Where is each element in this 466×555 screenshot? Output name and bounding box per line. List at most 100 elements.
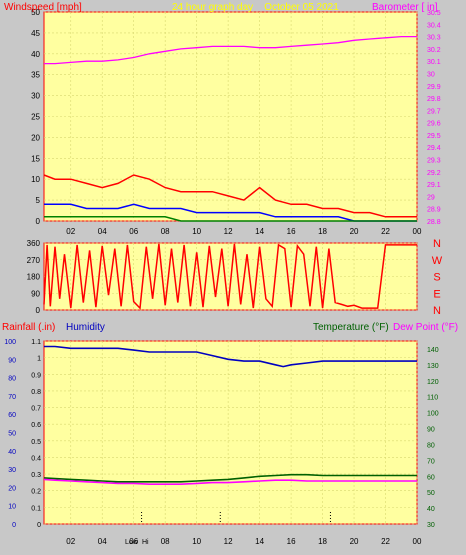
hour-tick-label: 16 — [287, 537, 296, 546]
temperature-tick-label: 70 — [427, 458, 435, 465]
temperature-humidity-panel: 010203040506070809010000.10.20.30.40.50.… — [2, 322, 458, 546]
barometer-line — [44, 35, 417, 65]
wind-tick-label: 20 — [31, 133, 40, 142]
dewpoint-axis-label: Dew Point (°F) — [393, 322, 458, 333]
hour-tick-label: 04 — [98, 537, 107, 546]
high-label: Hi — [142, 539, 149, 546]
barometer-tick-label: 30 — [427, 71, 435, 78]
rain-tick-label: 1.1 — [31, 339, 41, 346]
temperature-line — [43, 473, 417, 483]
temp-grid — [44, 340, 418, 525]
windspeed-axis-label: Windspeed [mph] — [4, 2, 82, 13]
hour-tick-label: 12 — [224, 227, 233, 236]
barometer-tick-label: 30.4 — [427, 22, 441, 29]
hour-tick-label: 06 — [129, 537, 138, 546]
hour-tick-label: 22 — [381, 537, 390, 546]
temperature-tick-label: 100 — [427, 411, 439, 418]
hour-tick-label: 00 — [413, 537, 422, 546]
wind-grid — [44, 11, 418, 222]
hour-tick-label: 08 — [161, 227, 170, 236]
direction-grid — [44, 242, 418, 311]
chart-title: 24 hour graph day October 05 2021 — [172, 2, 339, 13]
hour-tick-label: 16 — [287, 227, 296, 236]
barometer-tick-label: 29.1 — [427, 182, 441, 189]
windspeed-low-line — [44, 216, 417, 222]
compass-label: E — [433, 288, 440, 300]
rain-tick-label: 0.2 — [31, 489, 41, 496]
wind-tick-label: 50 — [31, 8, 40, 17]
low-label: Low — [125, 539, 139, 546]
hour-tick-label: 08 — [161, 537, 170, 546]
humidity-tick-label: 90 — [8, 357, 16, 364]
temperature-tick-label: 30 — [427, 522, 435, 529]
humidity-tick-label: 50 — [8, 431, 16, 438]
direction-tick-label: 180 — [27, 273, 41, 282]
windspeed-gust-line — [43, 174, 417, 218]
wind-direction-line — [43, 243, 417, 310]
hour-tick-label: 02 — [66, 227, 75, 236]
wind-tick-label: 35 — [31, 71, 40, 80]
barometer-axis-label: Barometer [ in] — [372, 2, 438, 13]
rainfall-axis-label: Rainfall (.in) — [2, 322, 55, 333]
humidity-tick-label: 0 — [12, 522, 16, 529]
rain-tick-label: 0.5 — [31, 439, 41, 446]
barometer-tick-label: 29.7 — [427, 108, 441, 115]
wind-direction-panel: 0 N 90 E 180 S 270 W 360 N — [27, 238, 443, 317]
hour-tick-label: 12 — [224, 537, 233, 546]
barometer-tick-label: 29.2 — [427, 170, 441, 177]
hour-tick-label: 18 — [318, 227, 327, 236]
hour-tick-label: 10 — [192, 227, 201, 236]
hour-tick-label: 18 — [318, 537, 327, 546]
rain-tick-label: 0.1 — [31, 505, 41, 512]
temp-plot-area — [43, 340, 418, 525]
direction-axis-labels: 0 N 90 E 180 S 270 W 360 N — [27, 238, 443, 317]
dewpoint-line — [43, 478, 417, 485]
humidity-line — [44, 345, 417, 368]
barometer-tick-label: 28.8 — [427, 219, 441, 226]
wind-tick-label: 45 — [31, 29, 40, 38]
direction-tick-label: 360 — [27, 239, 41, 248]
rain-tick-label: 0.6 — [31, 422, 41, 429]
compass-label: S — [433, 272, 440, 284]
rain-tick-label: 0.9 — [31, 372, 41, 379]
rain-tick-label: 0.7 — [31, 406, 41, 413]
rain-tick-label: 0.8 — [31, 389, 41, 396]
wind-tick-label: 15 — [31, 154, 40, 163]
rain-tick-label: 0.4 — [31, 455, 41, 462]
wind-tick-label: 25 — [31, 113, 40, 122]
hour-tick-label: 04 — [98, 227, 107, 236]
barometer-tick-label: 28.9 — [427, 207, 441, 214]
barometer-tick-label: 30.5 — [427, 10, 441, 17]
hour-tick-label: 20 — [350, 537, 359, 546]
wind-tick-label: 0 — [36, 217, 41, 226]
barometer-tick-label: 30.2 — [427, 47, 441, 54]
compass-label: W — [432, 255, 443, 267]
humidity-axis-label: Humidity — [66, 322, 105, 333]
barometer-tick-label: 29 — [427, 194, 435, 201]
direction-series — [43, 243, 417, 310]
compass-label: N — [433, 238, 441, 250]
humidity-tick-label: 70 — [8, 394, 16, 401]
barometer-tick-label: 29.4 — [427, 145, 441, 152]
compass-label: N — [433, 305, 441, 317]
hour-tick-label: 06 — [129, 227, 138, 236]
rain-tick-label: 1 — [37, 356, 41, 363]
temperature-tick-label: 90 — [427, 427, 435, 434]
humidity-tick-label: 20 — [8, 485, 16, 492]
temperature-tick-label: 140 — [427, 347, 439, 354]
wind-axis-labels: 0 5 10 15 20 25 30 35 40 45 50 28.8 28.9 29 29.1 29.2 29… — [31, 8, 441, 236]
barometer-tick-label: 29.8 — [427, 96, 441, 103]
wind-barometer-panel: 0 5 10 15 20 25 30 35 40 45 50 28.8 28.9 29 29.1 29.2 29… — [4, 2, 441, 236]
temperature-tick-label: 130 — [427, 363, 439, 370]
hour-tick-label: 00 — [413, 227, 422, 236]
hour-tick-label: 20 — [350, 227, 359, 236]
rain-tick-label: 0.3 — [31, 472, 41, 479]
hour-tick-label: 22 — [381, 227, 390, 236]
direction-tick-label: 0 — [36, 306, 41, 315]
wind-tick-label: 10 — [31, 175, 40, 184]
temp-axis-labels: 010203040506070809010000.10.20.30.40.50.… — [4, 339, 438, 546]
barometer-tick-label: 29.6 — [427, 121, 441, 128]
barometer-tick-label: 30.1 — [427, 59, 441, 66]
barometer-tick-label: 30.3 — [427, 35, 441, 42]
humidity-tick-label: 40 — [8, 449, 16, 456]
